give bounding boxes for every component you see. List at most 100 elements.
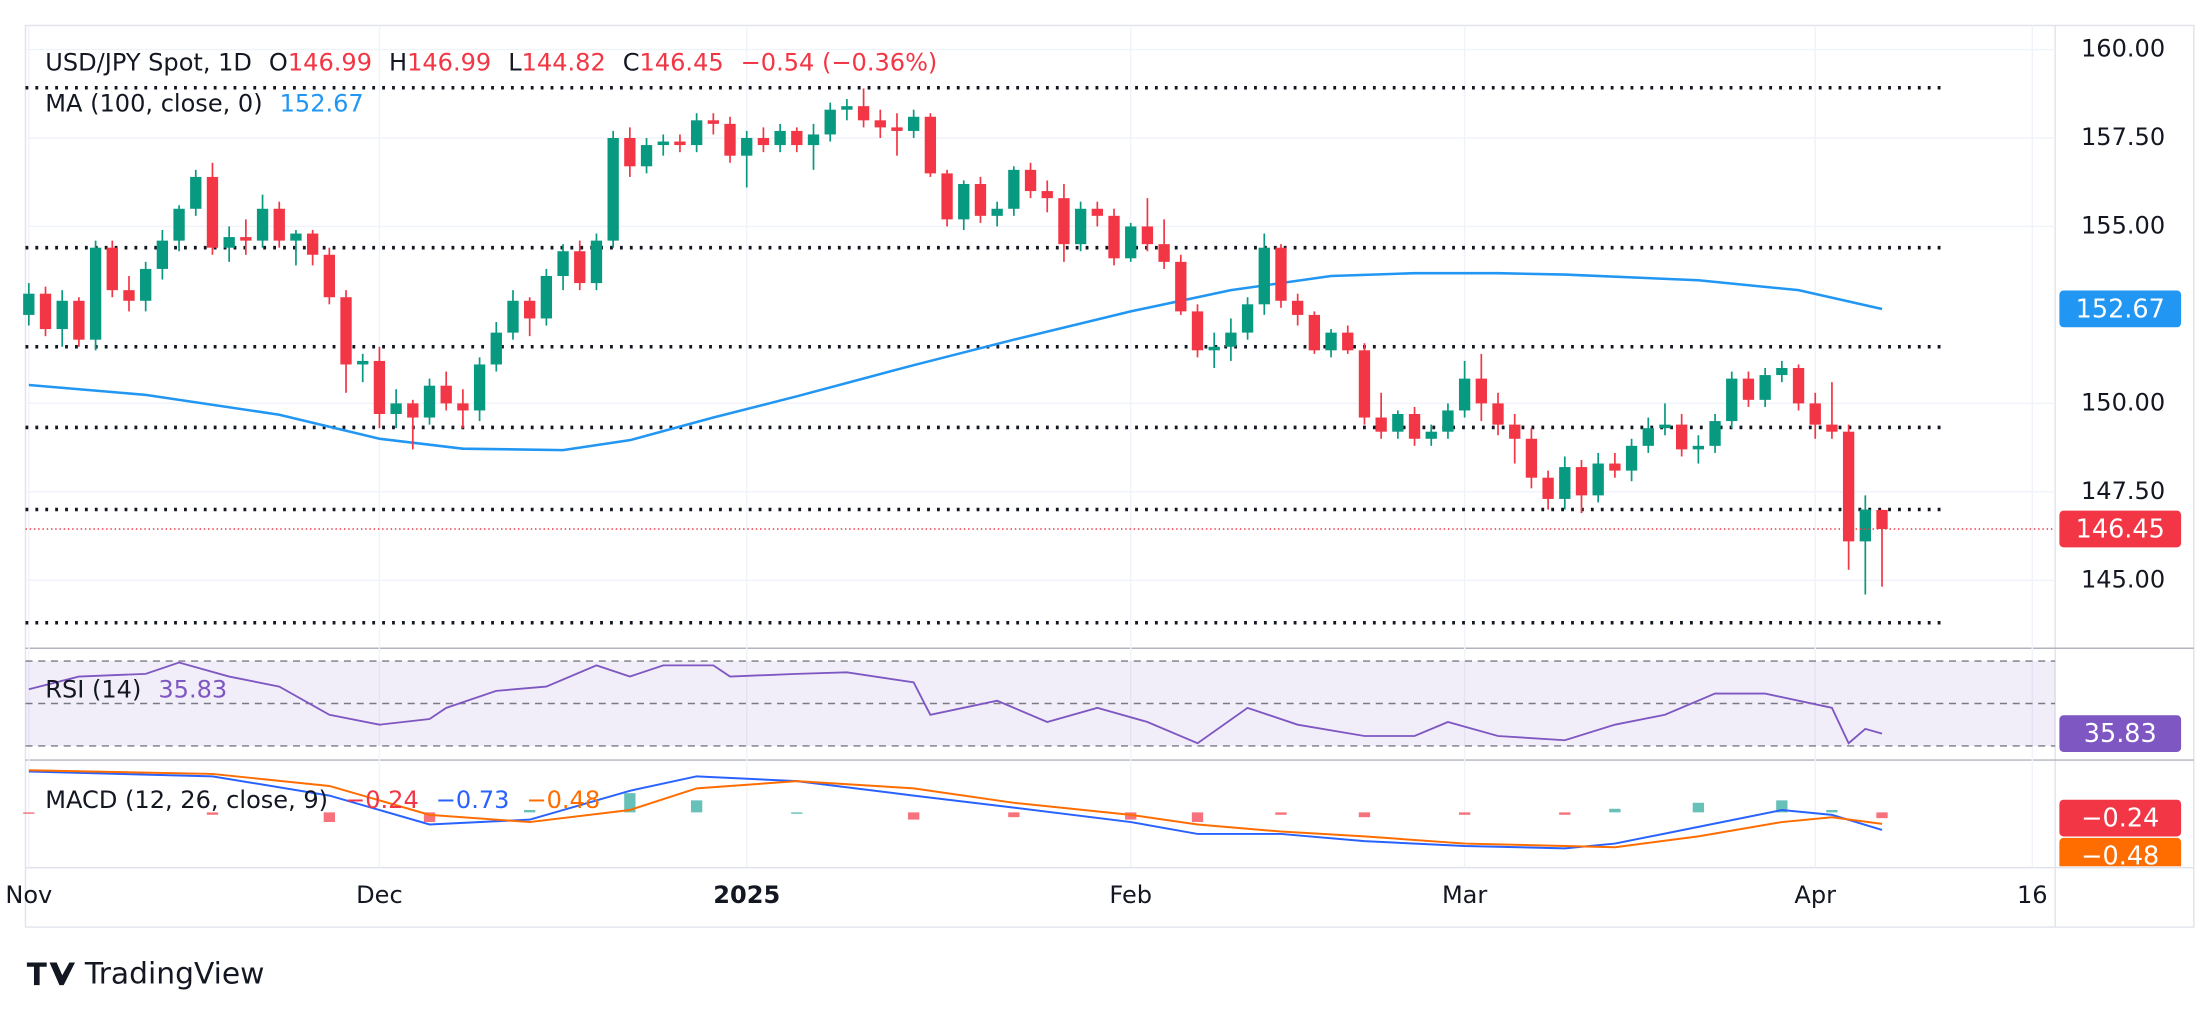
ma-price-badge-bg (2059, 290, 2182, 328)
brand-name: TradingView (84, 957, 265, 992)
header-item: −0.54 (−0.36%) (741, 49, 938, 77)
candle-body (1475, 378, 1487, 404)
macd-histogram-bar (423, 812, 436, 822)
candle-body (524, 300, 536, 319)
candle-body (156, 240, 169, 269)
candle-body (1859, 509, 1871, 542)
candle-body (1125, 226, 1137, 259)
last-price-badge: 146.45 (2076, 514, 2165, 544)
candle-body (140, 268, 152, 301)
x-tick-label: Feb (1109, 881, 1152, 909)
y-tick-label: 160.00 (2081, 35, 2165, 63)
rsi-line (28, 661, 1883, 745)
candle-body (974, 184, 987, 216)
macd-histogram-bar (1358, 812, 1371, 818)
header-legend: USD/JPY Spot, 1D O146.99 H146.99 L144.82 C14… (45, 49, 937, 77)
candle-body (1058, 198, 1070, 245)
macd-histogram-bar (1125, 812, 1137, 820)
candle-body (941, 173, 953, 220)
candle-body (1358, 350, 1371, 418)
y-tick-label: 155.00 (2081, 211, 2165, 239)
candle-body (1241, 304, 1254, 333)
candle-body (1625, 445, 1638, 471)
candle-body (1258, 247, 1270, 305)
macd-histogram-bar (1826, 809, 1838, 813)
candle-body (206, 176, 219, 248)
candle-body (1225, 332, 1237, 347)
candle-body (1692, 445, 1705, 450)
x-tick-label: Nov (5, 881, 52, 909)
macd-badges: −0.24 −0.48 (2059, 799, 2182, 867)
candle-body (1876, 509, 1888, 529)
chart-frame (24, 24, 2195, 928)
macd-histogram-bar (1876, 812, 1888, 819)
ma-legend-value: 152.67 (280, 90, 364, 118)
macd-histogram-bar (524, 809, 536, 813)
macd-badge: −0.24 (2081, 804, 2159, 834)
candle-body (56, 300, 68, 330)
macd-histogram-bar (23, 812, 35, 814)
rsi-legend: RSI (14) 35.83 (45, 676, 227, 704)
brand-logo: TradingView (26, 957, 265, 992)
rsi-legend-name: RSI (14) (45, 676, 141, 704)
candle-body (1191, 311, 1204, 351)
candle-body (1208, 346, 1220, 351)
y-tick-label: 157.50 (2081, 123, 2165, 151)
candle-body (1325, 332, 1337, 351)
candle-body (574, 251, 586, 284)
macd-legend: MACD (12, 26, close, 9) −0.24 −0.73 −0.48 (45, 786, 600, 814)
candle-body (223, 237, 235, 248)
candle-body (1842, 431, 1855, 542)
candle-body (958, 184, 970, 220)
macd-histogram-bar (624, 793, 636, 813)
candle-body (23, 293, 35, 315)
candle-body (557, 251, 569, 276)
candle-body (824, 109, 836, 135)
candle-body (657, 141, 669, 146)
candle-body (1024, 169, 1037, 192)
candle-body (290, 233, 302, 241)
candle-body (323, 254, 335, 298)
rsi-badge: 35.83 (2084, 719, 2157, 749)
candle-body (1592, 463, 1604, 496)
candle-body (73, 300, 85, 340)
logo-mark (26, 962, 76, 986)
candle-body (724, 123, 736, 156)
header-item: 146.99 (288, 49, 372, 77)
candle-body (1108, 215, 1120, 259)
candle-body (1392, 414, 1404, 432)
candle-body (1509, 424, 1521, 439)
macd-histogram-bar (1559, 812, 1571, 815)
x-tick-label: Dec (356, 881, 403, 909)
rsi-legend-value: 35.83 (158, 676, 227, 704)
header-item: USD/JPY Spot, 1D (45, 49, 252, 77)
macd-legend-value: −0.48 (526, 786, 600, 814)
macd-histogram-bar (1609, 808, 1621, 813)
macd-badge-bg (2059, 837, 2182, 867)
candle-body (1525, 438, 1538, 478)
candle-body (106, 247, 118, 291)
candle-body (1792, 368, 1805, 404)
header-item: L (508, 49, 522, 77)
macd-histogram-bar (206, 812, 219, 815)
candle-body (1726, 378, 1738, 422)
candle-body (774, 130, 786, 146)
ma-legend: MA (100, close, 0) 152.67 (45, 90, 363, 118)
header-item: O (269, 49, 288, 77)
last-price-badge-bg (2059, 510, 2182, 548)
ma-legend-name: MA (100, close, 0) (45, 90, 262, 118)
candle-body (1609, 463, 1621, 471)
candle-body (390, 403, 402, 414)
candle-body (841, 106, 853, 110)
candle-body (607, 138, 619, 241)
candle-body (1676, 424, 1688, 450)
candle-body (1492, 403, 1504, 425)
macd-histogram-bar (908, 812, 920, 820)
x-tick-label: 16 (2017, 881, 2048, 909)
candle-body (89, 247, 102, 340)
macd-histogram-bar (690, 800, 703, 813)
macd-line (28, 770, 1883, 850)
y-tick-label: 145.00 (2081, 565, 2165, 593)
